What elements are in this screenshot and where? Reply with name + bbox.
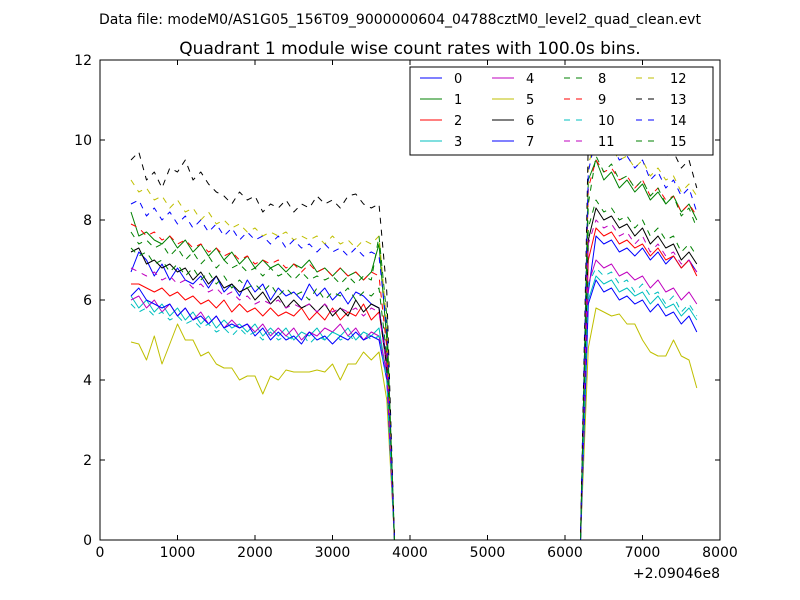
x-tick-label: 8000	[702, 545, 738, 561]
legend-label-10: 10	[598, 114, 615, 129]
legend-label-6: 6	[526, 114, 534, 129]
series-6-line	[130, 207, 698, 541]
x-tick-label: 0	[96, 545, 105, 561]
y-tick-label: 2	[83, 453, 92, 469]
series-15-line	[130, 155, 698, 541]
legend-label-4: 4	[526, 72, 534, 87]
series-7-line	[130, 279, 698, 541]
legend-label-8: 8	[598, 72, 606, 87]
legend-box	[409, 66, 714, 156]
legend-label-2: 2	[454, 114, 462, 129]
x-tick-label: 5000	[470, 545, 506, 561]
x-tick-label: 1000	[160, 545, 196, 561]
legend-label-14: 14	[670, 114, 687, 129]
legend-label-3: 3	[454, 135, 462, 150]
legend-label-1: 1	[454, 93, 462, 108]
x-tick-label: 4000	[392, 545, 428, 561]
legend-label-5: 5	[526, 93, 534, 108]
legend-label-12: 12	[670, 72, 687, 87]
x-tick-label: 6000	[547, 545, 583, 561]
legend-label-11: 11	[598, 135, 615, 150]
legend-label-0: 0	[454, 72, 462, 87]
legend-label-9: 9	[598, 93, 606, 108]
series-4-line	[130, 259, 698, 541]
series-5-line	[130, 307, 698, 541]
y-tick-label: 0	[83, 533, 92, 549]
x-tick-label: 2000	[237, 545, 273, 561]
series-13-line	[130, 99, 698, 541]
series-2-line	[131, 227, 698, 541]
y-tick-label: 8	[83, 213, 92, 229]
legend-label-15: 15	[670, 135, 687, 150]
x-axis-offset-label: +2.09046e8	[633, 566, 720, 582]
y-tick-label: 10	[74, 133, 92, 149]
data-file-label: Data file: modeM0/AS1G05_156T09_90000006…	[99, 12, 701, 28]
series-9-line	[130, 159, 698, 541]
series-11-line	[130, 219, 698, 541]
series-layer	[130, 99, 698, 541]
series-0-line	[130, 235, 698, 541]
series-14-line	[130, 135, 698, 541]
series-8-line	[130, 199, 698, 541]
x-tick-label: 3000	[315, 545, 351, 561]
x-tick-label: 7000	[625, 545, 661, 561]
y-tick-label: 6	[83, 293, 92, 309]
y-tick-label: 4	[83, 373, 92, 389]
legend-label-13: 13	[670, 93, 687, 108]
series-12-line	[130, 139, 698, 541]
axis-ticks: 0 1000 2000 3000 4000 5000 6000 7000 80000246810…	[74, 53, 738, 561]
chart-title: Quadrant 1 module wise count rates with …	[179, 39, 640, 59]
series-10-line	[130, 267, 698, 541]
y-tick-label: 12	[74, 53, 92, 69]
legend-label-7: 7	[526, 135, 534, 150]
